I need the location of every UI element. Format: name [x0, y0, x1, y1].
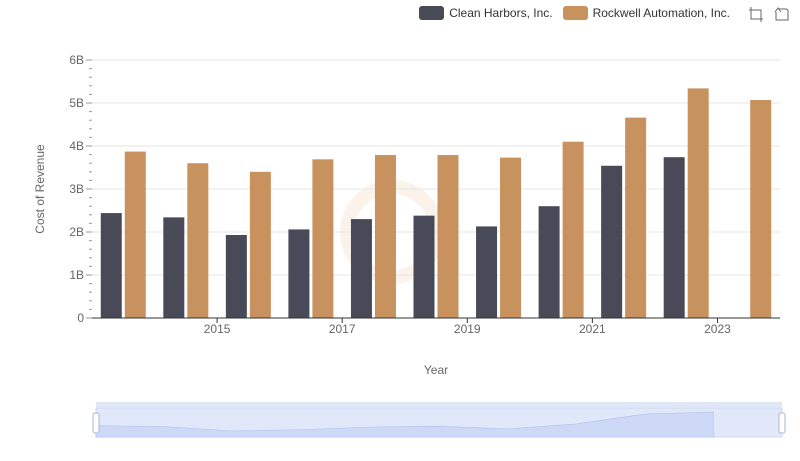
- zoom-icon[interactable]: [748, 6, 764, 22]
- bar-rockwell-2015[interactable]: [187, 163, 209, 318]
- legend-item-rockwell[interactable]: Rockwell Automation, Inc.: [562, 6, 730, 20]
- y-tick-label: 5B: [69, 96, 84, 110]
- x-axis-ticks: 2015 2017 2019 2021 2023: [204, 318, 731, 336]
- bar-clean-harbors-2018[interactable]: [350, 219, 372, 318]
- data-zoom-preview-area: [95, 411, 714, 438]
- bar-rockwell-2016[interactable]: [249, 171, 271, 318]
- bar-rockwell-2022[interactable]: [625, 117, 647, 319]
- legend: Clean Harbors, Inc. Rockwell Automation,…: [419, 4, 730, 22]
- x-tick-label: 2015: [204, 322, 231, 336]
- legend-swatch-rockwell: [562, 6, 588, 20]
- data-zoom-handle-right[interactable]: [778, 412, 786, 434]
- bar-rockwell-2018[interactable]: [374, 155, 396, 318]
- data-zoom-selection: [96, 408, 782, 437]
- bar-clean-harbors-2019[interactable]: [413, 215, 435, 318]
- bar-clean-harbors-2016[interactable]: [225, 235, 247, 318]
- data-zoom-top-bar[interactable]: [96, 402, 782, 408]
- bar-rockwell-2017[interactable]: [312, 159, 334, 318]
- x-tick-label: 2023: [704, 322, 731, 336]
- y-tick-label: 4B: [69, 139, 84, 153]
- data-zoom-slider[interactable]: [92, 402, 786, 438]
- bar-clean-harbors-2020[interactable]: [476, 226, 498, 318]
- bar-clean-harbors-2014[interactable]: [100, 213, 122, 318]
- y-tick-label: 3B: [69, 182, 84, 196]
- bar-clean-harbors-2022[interactable]: [601, 165, 623, 318]
- y-tick-label: 0: [77, 311, 84, 325]
- data-zoom-handle-left[interactable]: [92, 412, 100, 434]
- legend-swatch-clean-harbors: [419, 6, 445, 20]
- bar-rockwell-2014[interactable]: [124, 151, 146, 318]
- y-axis-ticks: 0 1B 2B 3B 4B 5B 6B: [69, 53, 92, 325]
- y-tick-label: 1B: [69, 268, 84, 282]
- legend-label-rockwell: Rockwell Automation, Inc.: [592, 6, 730, 20]
- y-axis-label: Cost of Revenue: [33, 144, 47, 234]
- x-axis-label: Year: [424, 363, 448, 377]
- bar-clean-harbors-2023[interactable]: [663, 157, 685, 318]
- x-tick-label: 2021: [579, 322, 606, 336]
- legend-item-clean-harbors[interactable]: Clean Harbors, Inc.: [419, 6, 553, 20]
- bar-clean-harbors-2021[interactable]: [538, 206, 560, 318]
- bars: [100, 88, 772, 319]
- bar-clean-harbors-2015[interactable]: [163, 217, 185, 318]
- bar-clean-harbors-2017[interactable]: [288, 229, 310, 318]
- restore-icon[interactable]: [774, 6, 790, 22]
- bar-rockwell-2021[interactable]: [562, 141, 584, 318]
- bar-rockwell-2019[interactable]: [437, 155, 459, 318]
- toolbox: [748, 6, 790, 22]
- x-tick-label: 2017: [329, 322, 356, 336]
- bar-rockwell-2020[interactable]: [500, 157, 522, 318]
- bar-rockwell-2024[interactable]: [750, 99, 772, 319]
- legend-label-clean-harbors: Clean Harbors, Inc.: [449, 6, 553, 20]
- y-tick-label: 6B: [69, 53, 84, 67]
- bar-rockwell-2023[interactable]: [687, 88, 709, 318]
- x-tick-label: 2019: [454, 322, 481, 336]
- y-tick-label: 2B: [69, 225, 84, 239]
